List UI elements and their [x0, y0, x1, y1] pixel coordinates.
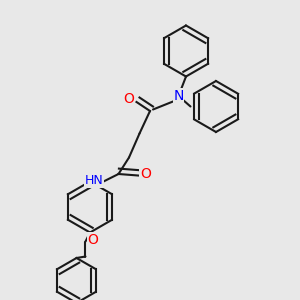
- Text: N: N: [173, 89, 184, 103]
- Text: HN: HN: [85, 174, 103, 188]
- Text: O: O: [88, 233, 98, 247]
- Text: O: O: [124, 92, 134, 106]
- Text: O: O: [140, 167, 151, 181]
